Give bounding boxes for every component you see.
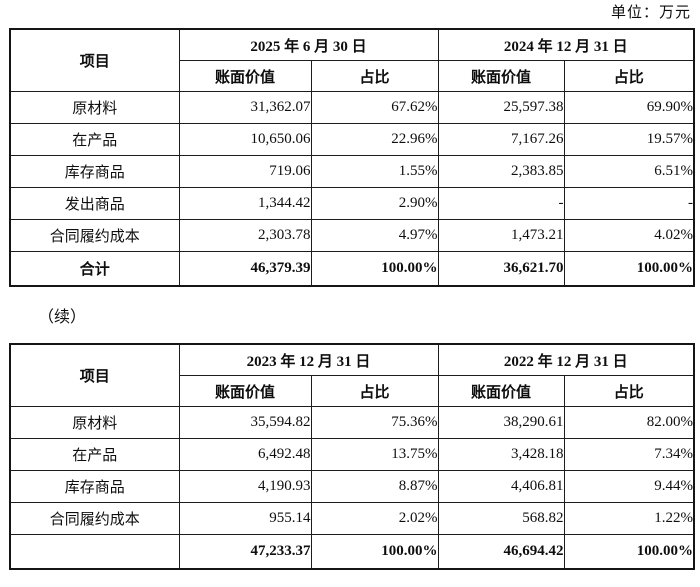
book-value-cell: 955.14 <box>178 502 312 535</box>
item-cell: 合同履约成本 <box>9 502 180 535</box>
table-header-row: 项目 2023 年 12 月 31 日 2022 年 12 月 31 日 <box>9 343 695 407</box>
ratio-cell: 8.87% <box>310 470 439 503</box>
table-row: 库存商品 4,190.93 8.87% 4,406.81 9.44% <box>9 470 695 503</box>
inventory-table-current: 项目 2025 年 6 月 30 日 2024 年 12 月 31 日 账面价值… <box>9 28 696 287</box>
ratio-header: 占比 <box>310 60 439 92</box>
table-row: 合同履约成本 955.14 2.02% 568.82 1.22% <box>9 502 695 535</box>
total-book-value-cell: 46,379.39 <box>178 251 312 287</box>
ratio-cell: 69.90% <box>563 91 695 124</box>
book-value-cell: 719.06 <box>178 155 312 188</box>
period-header-2025: 2025 年 6 月 30 日 <box>178 28 439 61</box>
book-value-cell: 3,428.18 <box>437 438 565 471</box>
item-cell: 原材料 <box>9 91 180 124</box>
table-subheader-row: 账面价值 占比 账面价值 占比 <box>10 60 695 92</box>
total-label-cell: 合计 <box>9 251 180 287</box>
table-row: 在产品 10,650.06 22.96% 7,167.26 19.57% <box>9 123 695 156</box>
table-subheader-row: 账面价值 占比 账面价值 占比 <box>10 375 695 407</box>
book-value-header: 账面价值 <box>178 60 312 92</box>
ratio-cell: 13.75% <box>310 438 439 471</box>
total-ratio-cell: 100.00% <box>563 251 695 287</box>
book-value-cell: 38,290.61 <box>437 406 565 439</box>
item-cell: 原材料 <box>9 406 180 439</box>
book-value-cell: 7,167.26 <box>437 123 565 156</box>
table-row: 库存商品 719.06 1.55% 2,383.85 6.51% <box>9 155 695 188</box>
ratio-header: 占比 <box>563 375 695 407</box>
item-cell: 库存商品 <box>9 470 180 503</box>
continued-label: （续） <box>38 309 87 326</box>
book-value-cell: 1,344.42 <box>178 187 312 220</box>
item-cell: 在产品 <box>9 123 180 156</box>
period-header-2024: 2024 年 12 月 31 日 <box>437 28 695 61</box>
total-row: 47,233.37 100.00% 46,694.42 100.00% <box>9 534 695 570</box>
item-cell: 发出商品 <box>9 187 180 220</box>
ratio-cell: 1.22% <box>563 502 695 535</box>
ratio-cell: 82.00% <box>563 406 695 439</box>
book-value-cell: 1,473.21 <box>437 219 565 252</box>
total-ratio-cell: 100.00% <box>310 534 439 570</box>
book-value-cell: 2,383.85 <box>437 155 565 188</box>
total-book-value-cell: 46,694.42 <box>437 534 565 570</box>
period-header-2023: 2023 年 12 月 31 日 <box>178 343 439 376</box>
book-value-header: 账面价值 <box>437 375 565 407</box>
table-row: 发出商品 1,344.42 2.90% - - <box>9 187 695 220</box>
ratio-cell: 6.51% <box>563 155 695 188</box>
book-value-header: 账面价值 <box>178 375 312 407</box>
ratio-cell: 4.02% <box>563 219 695 252</box>
book-value-header: 账面价值 <box>437 60 565 92</box>
total-row: 合计 46,379.39 100.00% 36,621.70 100.00% <box>9 251 695 287</box>
ratio-cell: 2.90% <box>310 187 439 220</box>
item-cell: 在产品 <box>9 438 180 471</box>
ratio-cell: 7.34% <box>563 438 695 471</box>
item-column-header: 项目 <box>9 343 180 407</box>
ratio-cell: 4.97% <box>310 219 439 252</box>
ratio-cell: 9.44% <box>563 470 695 503</box>
book-value-cell: - <box>437 187 565 220</box>
table-row: 合同履约成本 2,303.78 4.97% 1,473.21 4.02% <box>9 219 695 252</box>
ratio-header: 占比 <box>563 60 695 92</box>
book-value-cell: 25,597.38 <box>437 91 565 124</box>
ratio-cell: 75.36% <box>310 406 439 439</box>
table-row: 原材料 35,594.82 75.36% 38,290.61 82.00% <box>9 406 695 439</box>
ratio-cell: 19.57% <box>563 123 695 156</box>
total-ratio-cell: 100.00% <box>563 534 695 570</box>
ratio-cell: 1.55% <box>310 155 439 188</box>
book-value-cell: 31,362.07 <box>178 91 312 124</box>
ratio-header: 占比 <box>310 375 439 407</box>
book-value-cell: 4,406.81 <box>437 470 565 503</box>
total-ratio-cell: 100.00% <box>310 251 439 287</box>
total-book-value-cell: 36,621.70 <box>437 251 565 287</box>
inventory-table-continued: 项目 2023 年 12 月 31 日 2022 年 12 月 31 日 账面价… <box>9 343 696 570</box>
book-value-cell: 10,650.06 <box>178 123 312 156</box>
table-header-row: 项目 2025 年 6 月 30 日 2024 年 12 月 31 日 <box>9 28 695 92</box>
table-row: 在产品 6,492.48 13.75% 3,428.18 7.34% <box>9 438 695 471</box>
total-label-cell <box>9 534 180 570</box>
ratio-cell: 2.02% <box>310 502 439 535</box>
book-value-cell: 35,594.82 <box>178 406 312 439</box>
period-header-2022: 2022 年 12 月 31 日 <box>437 343 695 376</box>
book-value-cell: 4,190.93 <box>178 470 312 503</box>
ratio-cell: 67.62% <box>310 91 439 124</box>
unit-label: 单位：万元 <box>610 5 691 21</box>
table-row: 原材料 31,362.07 67.62% 25,597.38 69.90% <box>9 91 695 124</box>
ratio-cell: - <box>563 187 695 220</box>
ratio-cell: 22.96% <box>310 123 439 156</box>
book-value-cell: 568.82 <box>437 502 565 535</box>
book-value-cell: 2,303.78 <box>178 219 312 252</box>
item-cell: 库存商品 <box>9 155 180 188</box>
book-value-cell: 6,492.48 <box>178 438 312 471</box>
item-column-header: 项目 <box>9 28 180 92</box>
total-book-value-cell: 47,233.37 <box>178 534 312 570</box>
item-cell: 合同履约成本 <box>9 219 180 252</box>
